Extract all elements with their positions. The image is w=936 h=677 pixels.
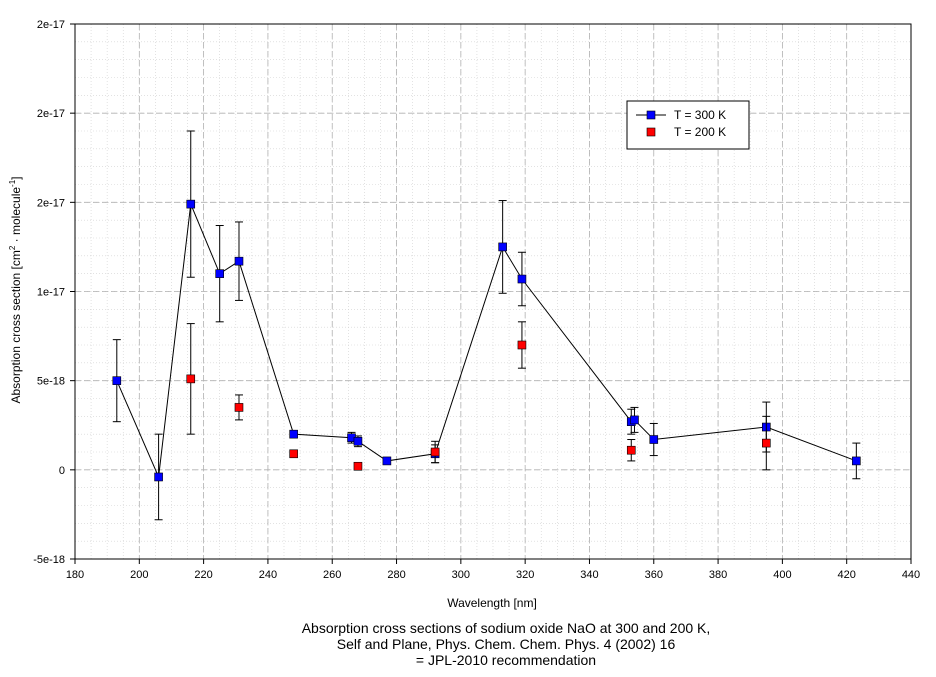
legend-marker-200k — [646, 127, 656, 137]
y-axis-title-sup1: 2 — [8, 245, 17, 250]
y-tick-label: 5e-18 — [37, 376, 65, 388]
y-axis-title-mid: · molecule — [9, 187, 23, 246]
legend-marker-300k — [646, 110, 656, 120]
data-point — [517, 340, 527, 350]
data-point — [626, 445, 636, 455]
caption-line-2: Self and Plane, Phys. Chem. Chem. Phys. … — [336, 636, 676, 652]
data-point — [630, 415, 639, 425]
y-tick-label: 1e-17 — [37, 287, 65, 299]
y-tick-label: 2e-17 — [37, 19, 65, 31]
major-gridlines — [74, 23, 912, 560]
x-tick-label: 440 — [902, 569, 920, 581]
x-tick-label: 340 — [580, 569, 598, 581]
x-tick-label: 240 — [259, 569, 277, 581]
data-point — [112, 376, 122, 385]
data-point — [289, 429, 298, 439]
data-point — [289, 449, 298, 459]
data-point — [382, 456, 392, 466]
caption-line-1: Absorption cross sections of sodium oxid… — [301, 620, 711, 636]
x-tick-label: 420 — [838, 569, 856, 581]
x-tick-label: 360 — [645, 569, 663, 581]
y-axis-title-end: ] — [9, 176, 23, 179]
y-axis-title-sup2: -1 — [8, 179, 17, 187]
legend-label-200k: T = 200 K — [674, 125, 726, 139]
figure-caption: Absorption cross sections of sodium oxid… — [0, 620, 936, 668]
data-point — [498, 242, 507, 252]
data-point — [353, 461, 363, 471]
svg-text:Absorption cross section [cm2: Absorption cross section [cm2 · molecule… — [8, 176, 23, 403]
x-axis-title: Wavelength [nm] — [447, 596, 537, 610]
x-tick-label: 260 — [323, 569, 341, 581]
data-point — [234, 403, 244, 412]
x-tick-label: 180 — [66, 569, 84, 581]
data-point — [517, 274, 527, 284]
data-point — [762, 438, 771, 448]
series-layer — [112, 130, 861, 521]
x-tick-label: 280 — [387, 569, 405, 581]
data-point — [649, 435, 659, 444]
caption-line-3: = JPL-2010 recommendation — [415, 652, 597, 668]
legend-label-300k: T = 300 K — [674, 108, 726, 122]
x-tick-label: 300 — [452, 569, 470, 581]
tick-labels: 180 200 220 240 260 280 300 320 340 360 380 400 420 4… — [33, 19, 920, 581]
legend-box — [626, 100, 750, 150]
x-tick-label: 320 — [516, 569, 534, 581]
data-point — [215, 269, 224, 278]
data-point — [234, 256, 244, 266]
data-point — [154, 472, 163, 482]
data-point — [186, 374, 196, 384]
data-point — [430, 447, 440, 457]
data-point — [186, 199, 196, 209]
x-tick-label: 400 — [773, 569, 791, 581]
y-axis-title-main: Absorption cross section [cm — [9, 250, 23, 403]
x-tick-label: 380 — [709, 569, 727, 581]
y-tick-label: 0 — [59, 465, 65, 477]
series-0 — [112, 130, 861, 521]
axis-ticks — [70, 23, 912, 564]
data-point — [852, 456, 861, 466]
legend: T = 300 K T = 200 K — [626, 100, 750, 150]
data-point — [353, 436, 363, 446]
y-axis-title: Absorption cross section [cm2 · molecule… — [8, 176, 23, 403]
x-tick-label: 200 — [130, 569, 148, 581]
y-tick-label: 2e-17 — [37, 108, 65, 120]
y-tick-label: 2e-17 — [37, 197, 65, 209]
y-tick-label: -5e-18 — [33, 554, 65, 566]
series-line — [116, 202, 857, 479]
series-1 — [186, 321, 771, 471]
x-tick-label: 220 — [194, 569, 212, 581]
